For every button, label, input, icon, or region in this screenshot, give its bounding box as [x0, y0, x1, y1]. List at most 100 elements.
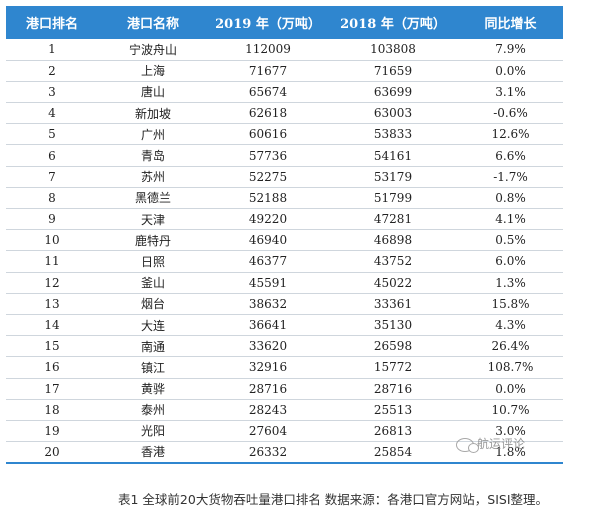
cell-rank: 7 — [6, 166, 98, 188]
cell-2018: 63003 — [328, 102, 458, 125]
cell-2018: 103808 — [328, 39, 458, 61]
cell-rank: 16 — [6, 356, 98, 379]
table-row: 14 大连 36641 35130 4.3% — [6, 314, 563, 337]
cell-2019: 57736 — [208, 144, 328, 167]
cell-rank: 5 — [6, 123, 98, 146]
cell-growth: 108.7% — [458, 356, 563, 379]
table-row: 2 上海 71677 71659 0.0% — [6, 60, 563, 82]
table-header: 港口排名 港口名称 2019 年（万吨） 2018 年（万吨） 同比增长 — [6, 6, 563, 39]
cell-2018: 53179 — [328, 166, 458, 188]
cell-2019: 46940 — [208, 229, 328, 252]
cell-2019: 28243 — [208, 399, 328, 421]
table-row: 12 釜山 45591 45022 1.3% — [6, 272, 563, 294]
table-row: 16 镇江 32916 15772 108.7% — [6, 356, 563, 379]
cell-port: 光阳 — [98, 420, 208, 443]
cell-2018: 45022 — [328, 272, 458, 294]
table-row: 15 南通 33620 26598 26.4% — [6, 335, 563, 358]
cell-growth: -0.6% — [458, 102, 563, 125]
header-2018: 2018 年（万吨） — [328, 6, 458, 39]
cell-growth: 7.9% — [458, 39, 563, 61]
port-ranking-table: 港口排名 港口名称 2019 年（万吨） 2018 年（万吨） 同比增长 1 宁波… — [6, 6, 563, 464]
cell-port: 鹿特丹 — [98, 229, 208, 252]
cell-rank: 14 — [6, 314, 98, 337]
cell-growth: 1.8% — [458, 441, 563, 464]
cell-growth: 6.6% — [458, 144, 563, 167]
cell-growth: 15.8% — [458, 293, 563, 315]
cell-2019: 38632 — [208, 293, 328, 315]
table-row: 3 唐山 65674 63699 3.1% — [6, 81, 563, 104]
cell-growth: 4.3% — [458, 314, 563, 337]
cell-growth: -1.7% — [458, 166, 563, 188]
table-row: 13 烟台 38632 33361 15.8% — [6, 293, 563, 315]
cell-growth: 12.6% — [458, 123, 563, 146]
cell-2019: 112009 — [208, 39, 328, 61]
cell-growth: 0.0% — [458, 378, 563, 400]
cell-port: 香港 — [98, 441, 208, 464]
cell-rank: 17 — [6, 378, 98, 400]
cell-2018: 54161 — [328, 144, 458, 167]
cell-rank: 3 — [6, 81, 98, 104]
table-row: 11 日照 46377 43752 6.0% — [6, 250, 563, 273]
header-2019: 2019 年（万吨） — [208, 6, 328, 39]
cell-growth: 6.0% — [458, 250, 563, 273]
cell-2019: 27604 — [208, 420, 328, 443]
cell-growth: 0.0% — [458, 60, 563, 82]
cell-rank: 2 — [6, 60, 98, 82]
cell-port: 广州 — [98, 123, 208, 146]
cell-2019: 52188 — [208, 187, 328, 210]
cell-port: 日照 — [98, 250, 208, 273]
cell-2019: 46377 — [208, 250, 328, 273]
cell-2019: 49220 — [208, 208, 328, 231]
watermark-text: 航运评论 — [477, 437, 526, 451]
header-row: 港口排名 港口名称 2019 年（万吨） 2018 年（万吨） 同比增长 — [6, 6, 563, 39]
cell-2019: 60616 — [208, 123, 328, 146]
cell-2018: 25854 — [328, 441, 458, 464]
cell-growth: 1.3% — [458, 272, 563, 294]
table-row: 5 广州 60616 53833 12.6% — [6, 123, 563, 146]
cell-2018: 26598 — [328, 335, 458, 358]
cell-port: 泰州 — [98, 399, 208, 421]
cell-port: 黄骅 — [98, 378, 208, 400]
cell-2018: 26813 — [328, 420, 458, 443]
cell-port: 青岛 — [98, 144, 208, 167]
cell-port: 新加坡 — [98, 102, 208, 125]
cell-2019: 26332 — [208, 441, 328, 464]
table-row: 19 光阳 27604 26813 3.0% — [6, 420, 563, 443]
table-row: 10 鹿特丹 46940 46898 0.5% — [6, 229, 563, 252]
table-row: 4 新加坡 62618 63003 -0.6% — [6, 102, 563, 125]
header-port: 港口名称 — [98, 6, 208, 39]
cell-2018: 43752 — [328, 250, 458, 273]
cell-2018: 63699 — [328, 81, 458, 104]
cell-growth: 3.0% — [458, 420, 563, 443]
cell-port: 苏州 — [98, 166, 208, 188]
table-row: 8 黑德兰 52188 51799 0.8% — [6, 187, 563, 210]
cell-2018: 35130 — [328, 314, 458, 337]
cell-2018: 47281 — [328, 208, 458, 231]
cell-2019: 32916 — [208, 356, 328, 379]
cell-port: 南通 — [98, 335, 208, 358]
cell-2019: 52275 — [208, 166, 328, 188]
table-caption: 表1 全球前20大货物吞吐量港口排名 数据来源：各港口官方网站，SISI整理。 — [118, 492, 549, 507]
table-body: 1 宁波舟山 112009 103808 7.9% 2 上海 71677 71659 0.0% 3 唐… — [6, 39, 563, 464]
port-ranking-table-container: 港口排名 港口名称 2019 年（万吨） 2018 年（万吨） 同比增长 1 宁波… — [6, 6, 563, 464]
cell-2018: 25513 — [328, 399, 458, 421]
cell-rank: 15 — [6, 335, 98, 358]
cell-port: 大连 — [98, 314, 208, 337]
cell-rank: 20 — [6, 441, 98, 464]
cell-growth: 0.8% — [458, 187, 563, 210]
cell-2019: 45591 — [208, 272, 328, 294]
cell-2019: 62618 — [208, 102, 328, 125]
cell-rank: 11 — [6, 250, 98, 273]
table-row: 18 泰州 28243 25513 10.7% — [6, 399, 563, 421]
watermark: 航运评论 — [456, 435, 526, 453]
cell-port: 黑德兰 — [98, 187, 208, 210]
cell-2018: 53833 — [328, 123, 458, 146]
cell-port: 唐山 — [98, 81, 208, 104]
cell-2019: 28716 — [208, 378, 328, 400]
header-growth: 同比增长 — [458, 6, 563, 39]
cell-2018: 46898 — [328, 229, 458, 252]
cell-2018: 28716 — [328, 378, 458, 400]
table-row: 20 香港 26332 25854 1.8% — [6, 441, 563, 464]
cell-2019: 36641 — [208, 314, 328, 337]
table-row: 17 黄骅 28716 28716 0.0% — [6, 378, 563, 400]
